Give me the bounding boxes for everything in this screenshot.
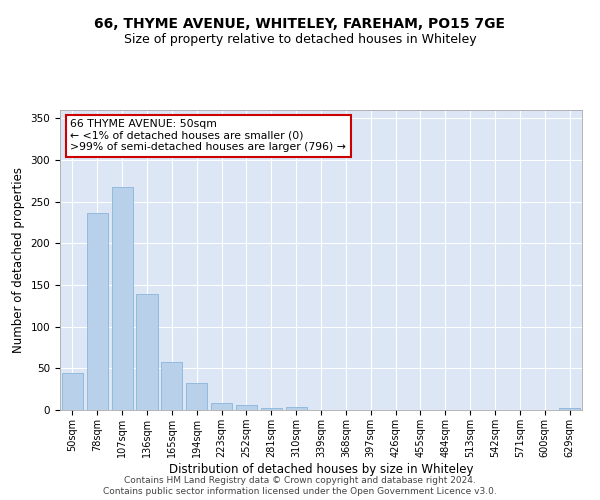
Text: 66, THYME AVENUE, WHITELEY, FAREHAM, PO15 7GE: 66, THYME AVENUE, WHITELEY, FAREHAM, PO1… (95, 18, 505, 32)
Bar (236, 405, 257, 410)
Bar (186, 384, 207, 410)
Bar (112, 186, 133, 410)
Bar (161, 362, 182, 410)
Bar (211, 402, 232, 410)
Bar (87, 212, 108, 410)
Text: 66 THYME AVENUE: 50sqm
← <1% of detached houses are smaller (0)
>99% of semi-det: 66 THYME AVENUE: 50sqm ← <1% of detached… (70, 119, 346, 152)
Text: Contains public sector information licensed under the Open Government Licence v3: Contains public sector information licen… (103, 487, 497, 496)
Bar (136, 294, 158, 410)
Bar (559, 408, 580, 410)
Bar (62, 372, 83, 410)
Y-axis label: Number of detached properties: Number of detached properties (12, 167, 25, 353)
Text: Size of property relative to detached houses in Whiteley: Size of property relative to detached ho… (124, 34, 476, 46)
Text: Contains HM Land Registry data © Crown copyright and database right 2024.: Contains HM Land Registry data © Crown c… (124, 476, 476, 485)
Bar (286, 406, 307, 410)
X-axis label: Distribution of detached houses by size in Whiteley: Distribution of detached houses by size … (169, 462, 473, 475)
Bar (261, 408, 282, 410)
